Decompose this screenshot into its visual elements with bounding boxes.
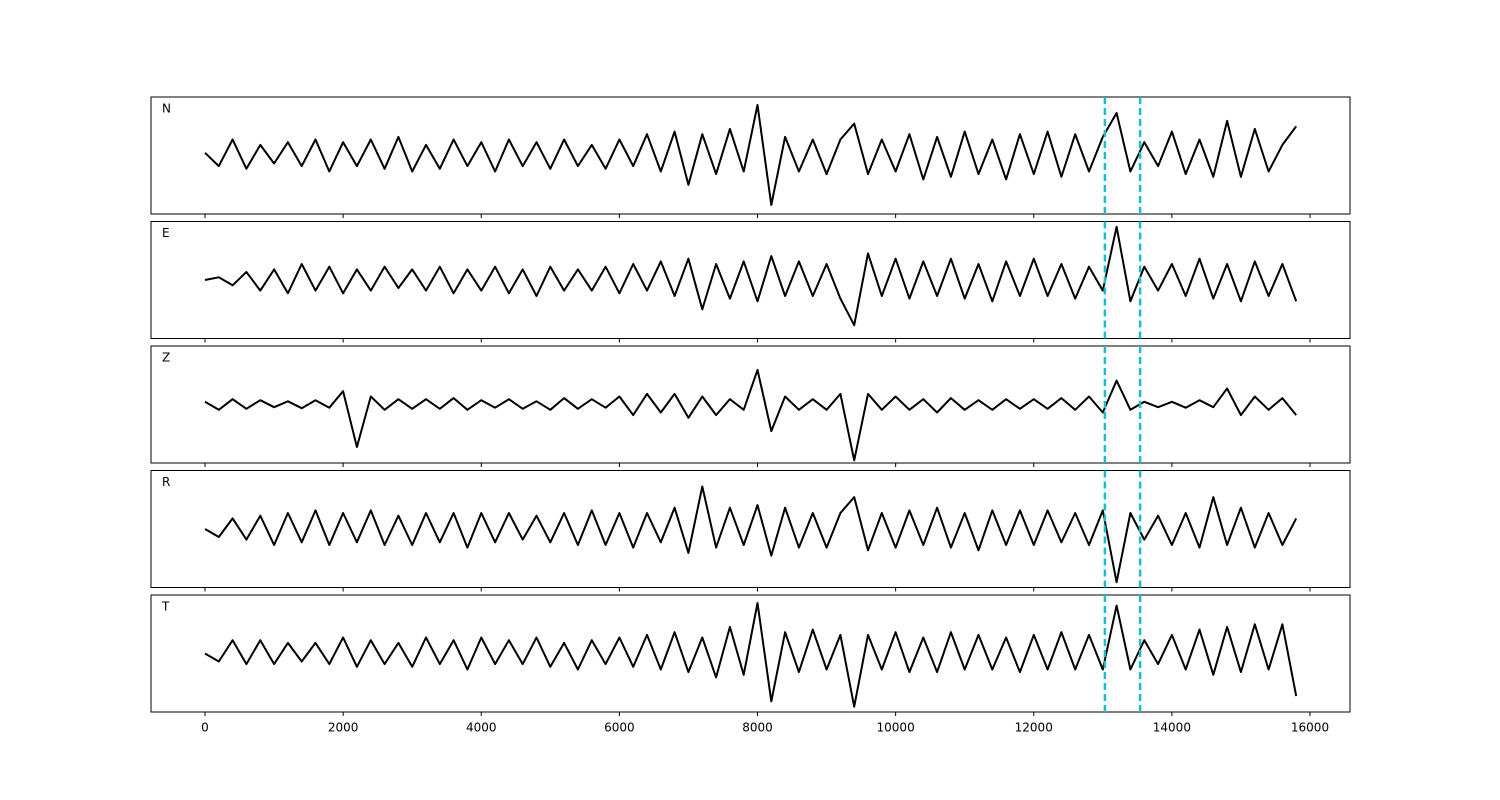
trace-label: T: [161, 600, 170, 614]
x-tick-label: 16000: [1291, 721, 1329, 735]
trace-line: [204, 602, 1298, 708]
x-tick-label: 10000: [877, 721, 915, 735]
trace-label: N: [162, 102, 171, 116]
trace-line: [204, 485, 1298, 584]
panel-frame: [150, 221, 1351, 339]
trace-line: [204, 104, 1298, 206]
x-tick-label: 8000: [742, 721, 773, 735]
x-tick-label: 4000: [466, 721, 497, 735]
x-tick-label: 14000: [1153, 721, 1191, 735]
x-tick-label: 12000: [1015, 721, 1053, 735]
panel-frame: [150, 594, 1351, 713]
x-tick-label: 6000: [604, 721, 635, 735]
panel-frame: [150, 345, 1351, 464]
panel-frame: [150, 470, 1351, 588]
x-tick-label: 0: [201, 721, 209, 735]
trace-label: Z: [162, 351, 170, 365]
trace-line: [204, 225, 1298, 327]
trace-label: R: [162, 475, 170, 489]
trace-label: E: [162, 226, 170, 240]
trace-line: [204, 368, 1297, 462]
x-tick-label: 2000: [328, 721, 359, 735]
panel-frame: [150, 96, 1351, 215]
